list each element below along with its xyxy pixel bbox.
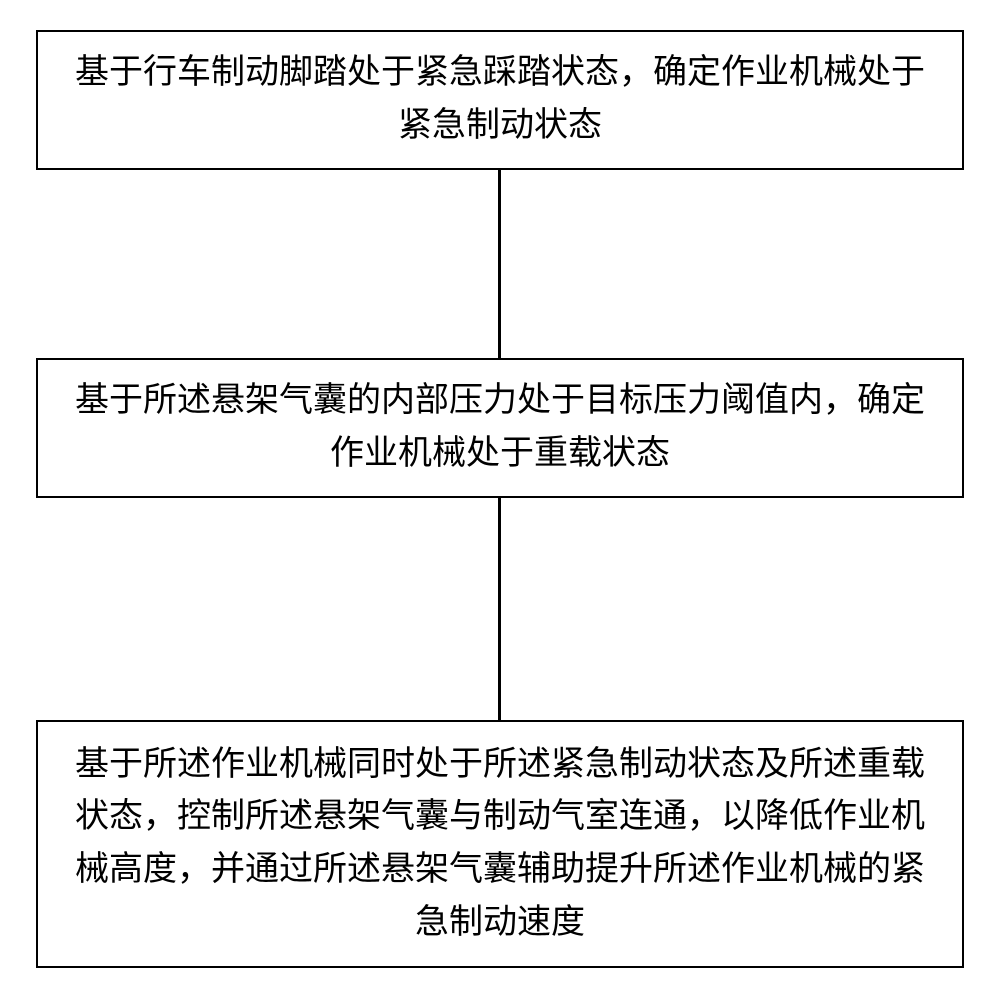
flow-edge-2-3 bbox=[498, 498, 501, 720]
flow-node-1-text: 基于行车制动脚踏处于紧急踩踏状态，确定作业机械处于紧急制动状态 bbox=[62, 47, 938, 152]
flow-node-3: 基于所述作业机械同时处于所述紧急制动状态及所述重载状态，控制所述悬架气囊与制动气… bbox=[36, 720, 964, 968]
flow-node-3-text: 基于所述作业机械同时处于所述紧急制动状态及所述重载状态，控制所述悬架气囊与制动气… bbox=[62, 739, 938, 950]
flow-edge-1-2 bbox=[498, 170, 501, 358]
flow-node-2-text: 基于所述悬架气囊的内部压力处于目标压力阈值内，确定作业机械处于重载状态 bbox=[62, 375, 938, 480]
flow-node-1: 基于行车制动脚踏处于紧急踩踏状态，确定作业机械处于紧急制动状态 bbox=[36, 30, 964, 170]
flowchart-canvas: 基于行车制动脚踏处于紧急踩踏状态，确定作业机械处于紧急制动状态 基于所述悬架气囊… bbox=[0, 0, 1000, 997]
flow-node-2: 基于所述悬架气囊的内部压力处于目标压力阈值内，确定作业机械处于重载状态 bbox=[36, 358, 964, 498]
